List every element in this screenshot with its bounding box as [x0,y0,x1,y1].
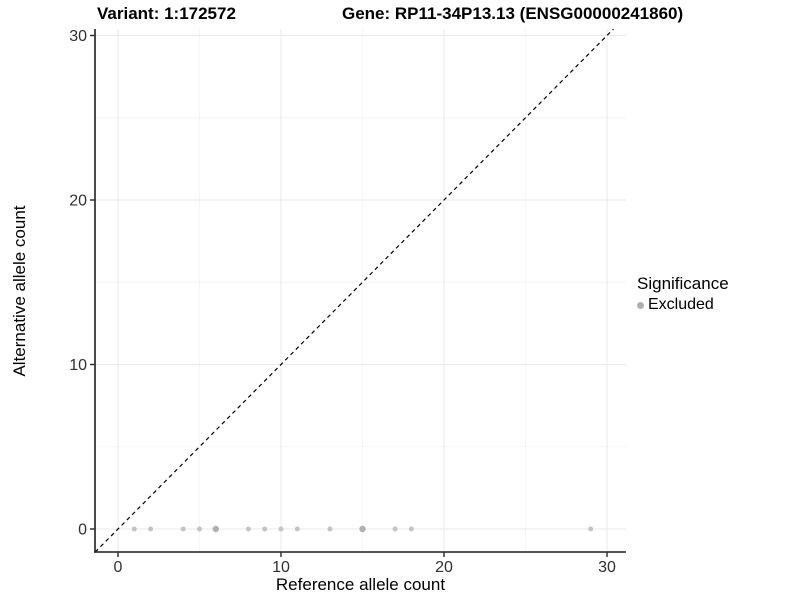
data-point [294,526,300,532]
data-point [197,526,202,532]
data-point [359,525,366,533]
data-point [278,526,284,532]
legend-item-label: Excluded [648,296,714,313]
data-point [131,526,137,532]
identity-line [94,28,614,553]
data-point [327,526,333,532]
legend-item-excluded: Excluded [637,296,729,314]
legend: Significance Excluded [637,274,729,314]
data-point [392,526,398,532]
data-point [148,526,154,532]
y-tick-label: 20 [69,193,87,210]
x-axis-title: Reference allele count [275,575,446,594]
x-tick-label: 0 [114,559,123,576]
y-tick-label: 10 [69,357,87,374]
data-point [212,525,219,533]
data-point [262,526,268,532]
legend-title: Significance [637,274,729,293]
y-axis-title: Alternative allele count [10,205,29,377]
y-tick-label: 0 [78,522,87,539]
point-icon [637,301,644,309]
data-point [245,526,251,532]
data-point [180,526,186,532]
y-tick-label: 30 [69,28,87,45]
x-tick-label: 10 [272,559,290,576]
variant-title: Variant: 1:172572 [97,4,236,23]
gene-title: Gene: RP11-34P13.13 (ENSG00000241860) [342,4,684,23]
x-tick-label: 30 [598,559,616,576]
data-point [408,526,414,532]
data-point [588,526,594,532]
x-tick-label: 20 [435,559,453,576]
